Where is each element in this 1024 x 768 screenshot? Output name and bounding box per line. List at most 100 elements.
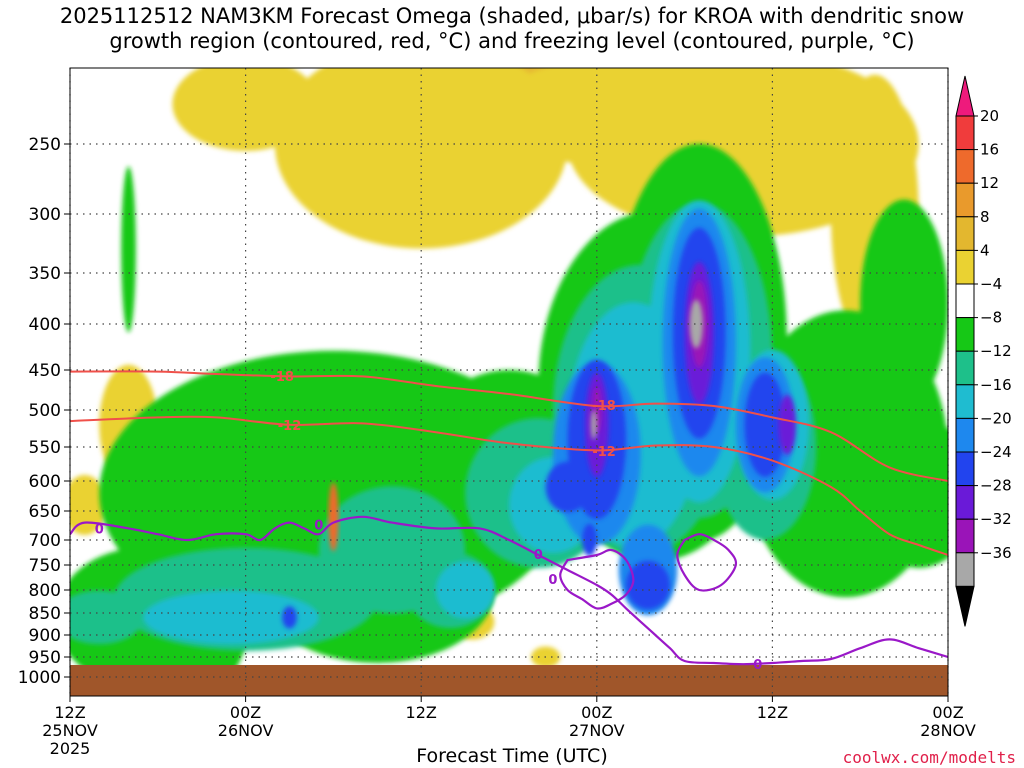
colorbar-segment xyxy=(955,417,975,453)
y-tick-label: 600 xyxy=(29,472,61,492)
colorbar-segment xyxy=(955,451,975,487)
freezing-level-label: 0 xyxy=(314,518,323,533)
x-axis-title: Forecast Time (UTC) xyxy=(416,745,608,767)
omega-blob xyxy=(328,482,339,552)
omega-blob xyxy=(274,68,568,249)
x-tick-label: 00Z xyxy=(932,703,963,722)
colorbar-label: −8 xyxy=(980,309,1002,327)
colorbar-label: −12 xyxy=(980,342,1012,360)
chart-title-line1: 2025112512 NAM3KM Forecast Omega (shaded… xyxy=(59,4,965,28)
colorbar: 20 16 12 8 4 −4 −8 −12 −16 −20 −24 −28 −32 −36 xyxy=(955,75,1012,627)
dendritic-contour-label: -18 xyxy=(270,370,294,385)
colorbar-segment xyxy=(955,317,975,352)
chart-title-line2: growth region (contoured, red, °C) and f… xyxy=(109,29,915,53)
y-tick-label: 1000 xyxy=(18,668,61,688)
colorbar-segment xyxy=(955,182,975,218)
colorbar-segment xyxy=(955,518,975,554)
omega-blob xyxy=(689,299,703,349)
colorbar-label: −24 xyxy=(980,443,1012,461)
omega-blob xyxy=(590,410,597,440)
x-tick-label: 00Z xyxy=(230,703,261,722)
y-tick-label: 750 xyxy=(29,556,61,576)
colorbar-label: −36 xyxy=(980,544,1012,562)
dendritic-contour-label: -12 xyxy=(592,445,616,460)
colorbar-label: 4 xyxy=(980,241,990,259)
colorbar-segment xyxy=(955,350,975,386)
x-tick-label: 2025 xyxy=(50,739,91,758)
y-axis: 2503003504004505005506006507007508008509… xyxy=(18,135,70,688)
omega-blob xyxy=(860,418,948,568)
omega-blob xyxy=(70,590,144,645)
omega-blob xyxy=(626,560,670,610)
terrain-fill xyxy=(70,665,948,696)
colorbar-segment xyxy=(955,249,975,285)
y-tick-label: 950 xyxy=(29,648,61,668)
omega-blob xyxy=(545,461,590,513)
omega-level-16 xyxy=(328,482,339,552)
omega-blob xyxy=(778,394,796,455)
x-tick-label: 12Z xyxy=(54,703,85,722)
dendritic-contour-label: -18 xyxy=(592,399,616,414)
colorbar-label: −16 xyxy=(980,376,1012,394)
y-tick-label: 550 xyxy=(29,438,61,458)
y-tick-label: 500 xyxy=(29,401,61,421)
y-tick-label: 400 xyxy=(29,315,61,335)
omega-level--32 xyxy=(590,299,703,440)
colorbar-segment xyxy=(955,552,975,587)
colorbar-segment xyxy=(955,149,975,184)
freezing-level-label: 0 xyxy=(534,548,543,563)
colorbar-segment xyxy=(955,115,975,151)
x-tick-label: 28NOV xyxy=(920,721,976,740)
colorbar-segment xyxy=(955,216,975,251)
colorbar-segment xyxy=(955,283,975,319)
y-tick-label: 800 xyxy=(29,581,61,601)
y-tick-label: 450 xyxy=(29,361,61,381)
colorbar-top-arrow xyxy=(955,75,975,117)
dendritic-contour xyxy=(70,370,948,482)
omega-blob xyxy=(143,590,319,645)
freezing-level-label: 0 xyxy=(753,658,762,673)
omega-blob xyxy=(435,561,495,619)
colorbar-label: −28 xyxy=(980,477,1012,495)
y-tick-label: 900 xyxy=(29,626,61,646)
omega-blob xyxy=(582,523,597,557)
colorbar-label: 8 xyxy=(980,208,990,226)
colorbar-segment xyxy=(955,485,975,520)
freezing-level-label: 0 xyxy=(95,522,104,537)
y-tick-label: 350 xyxy=(29,264,61,284)
terrain-ground xyxy=(70,665,948,696)
chart-title: 2025112512 NAM3KM Forecast Omega (shaded… xyxy=(0,4,1024,54)
freezing-level-contour xyxy=(676,533,738,592)
freezing-level-contour xyxy=(70,515,948,666)
y-tick-label: 250 xyxy=(29,135,61,155)
dendritic-contour-label: -12 xyxy=(278,419,302,434)
x-tick-label: 12Z xyxy=(406,703,437,722)
colorbar-label: 16 xyxy=(980,141,999,159)
colorbar-segment xyxy=(955,384,975,419)
omega-blob xyxy=(121,166,136,333)
x-tick-label: 00Z xyxy=(581,703,612,722)
omega-blob xyxy=(70,475,107,535)
dendritic-contour xyxy=(70,415,948,556)
x-tick-label: 12Z xyxy=(757,703,788,722)
y-tick-label: 300 xyxy=(29,205,61,225)
colorbar-label: −32 xyxy=(980,510,1012,528)
colorbar-label: 20 xyxy=(980,107,999,125)
credit-text: coolwx.com/modelts xyxy=(842,748,1016,767)
freezing-level-contour xyxy=(559,548,635,610)
omega-shading xyxy=(70,68,948,688)
y-tick-label: 650 xyxy=(29,502,61,522)
omega-blob xyxy=(282,606,297,629)
omega-blob xyxy=(744,372,786,477)
x-tick-label: 26NOV xyxy=(218,721,274,740)
y-tick-label: 850 xyxy=(29,604,61,624)
colorbar-label: −20 xyxy=(980,409,1012,427)
colorbar-bottom-arrow xyxy=(955,585,975,627)
freezing-level-label: 0 xyxy=(548,573,557,588)
omega-blob xyxy=(860,199,948,408)
plot-frame xyxy=(69,67,949,697)
y-tick-label: 700 xyxy=(29,531,61,551)
